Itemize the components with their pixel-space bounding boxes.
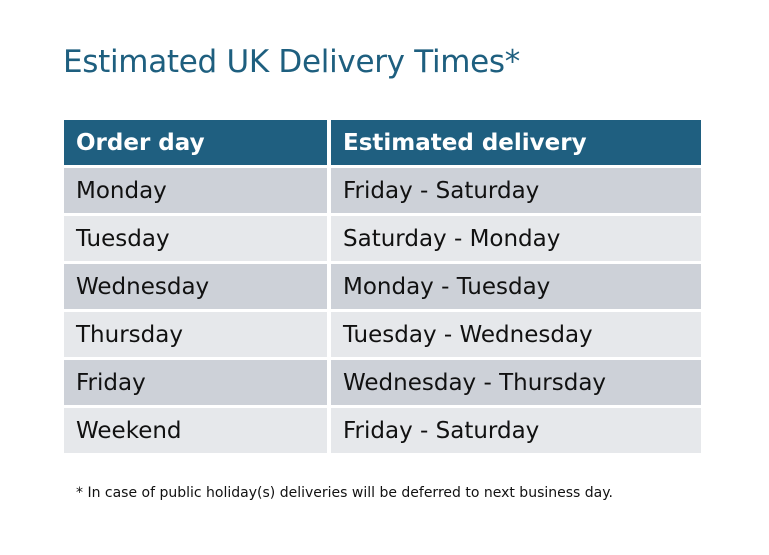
order-day-cell: Friday bbox=[64, 360, 327, 405]
delivery-cell: Monday - Tuesday bbox=[331, 264, 701, 309]
table-row: Monday Friday - Saturday bbox=[64, 168, 701, 213]
table-header-row: Order day Estimated delivery bbox=[64, 120, 701, 165]
order-day-cell: Weekend bbox=[64, 408, 327, 453]
footnote: * In case of public holiday(s) deliverie… bbox=[76, 485, 613, 501]
table-row: Thursday Tuesday - Wednesday bbox=[64, 312, 701, 357]
delivery-cell: Tuesday - Wednesday bbox=[331, 312, 701, 357]
order-day-cell: Tuesday bbox=[64, 216, 327, 261]
table-row: Friday Wednesday - Thursday bbox=[64, 360, 701, 405]
delivery-cell: Friday - Saturday bbox=[331, 408, 701, 453]
delivery-cell: Wednesday - Thursday bbox=[331, 360, 701, 405]
table-row: Wednesday Monday - Tuesday bbox=[64, 264, 701, 309]
delivery-times-table: Order day Estimated delivery Monday Frid… bbox=[64, 120, 701, 456]
table-row: Tuesday Saturday - Monday bbox=[64, 216, 701, 261]
table-row: Weekend Friday - Saturday bbox=[64, 408, 701, 453]
header-estimated-delivery: Estimated delivery bbox=[331, 120, 701, 165]
header-order-day: Order day bbox=[64, 120, 327, 165]
delivery-cell: Saturday - Monday bbox=[331, 216, 701, 261]
page-title: Estimated UK Delivery Times* bbox=[63, 44, 520, 80]
order-day-cell: Thursday bbox=[64, 312, 327, 357]
order-day-cell: Wednesday bbox=[64, 264, 327, 309]
delivery-cell: Friday - Saturday bbox=[331, 168, 701, 213]
order-day-cell: Monday bbox=[64, 168, 327, 213]
